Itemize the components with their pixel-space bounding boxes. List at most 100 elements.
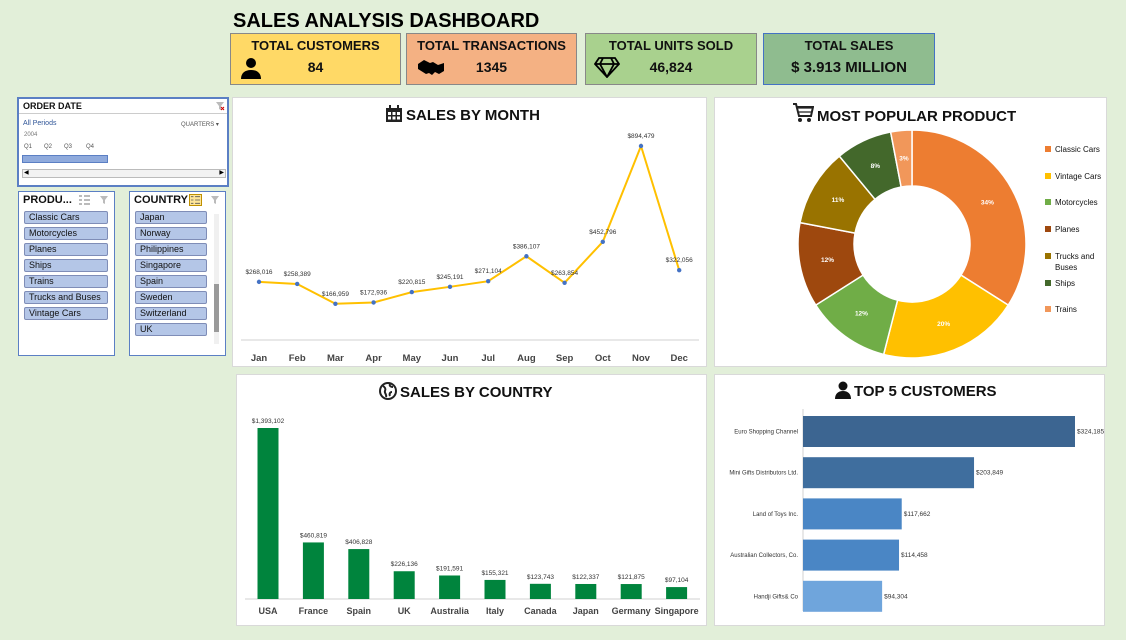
slice-label: 12% — [821, 257, 834, 264]
y-tick-label: Mini Gifts Distributors Ltd. — [729, 471, 798, 477]
slice-label: 12% — [855, 311, 868, 318]
quarter-label: Q4 — [86, 144, 95, 150]
x-tick-label: Australia — [430, 606, 470, 616]
kpi-total-transactions: TOTAL TRANSACTIONS 1345 — [406, 33, 577, 85]
slicer-item[interactable]: UK — [135, 323, 207, 336]
x-tick-label: USA — [258, 606, 278, 616]
data-label: $191,591 — [436, 565, 463, 572]
product-slicer[interactable]: PRODU... Classic Cars Motorcycles Planes… — [18, 191, 115, 356]
slicer-item[interactable]: Ships — [24, 259, 108, 272]
data-label: $121,875 — [618, 574, 645, 581]
data-label: $122,337 — [572, 574, 599, 581]
handshake-icon — [418, 60, 444, 75]
slicer-item[interactable]: Trucks and Buses — [24, 291, 108, 304]
bar — [803, 539, 900, 571]
data-label: $1,393,102 — [252, 418, 285, 425]
panel-title-wrap: TOP 5 CUSTOMERS — [835, 381, 997, 400]
shopping-cart-icon — [793, 103, 815, 122]
data-label: $263,854 — [551, 270, 578, 277]
data-label: $245,191 — [436, 274, 463, 281]
pie-slice — [882, 274, 1010, 359]
timeline-scrollbar[interactable]: ◀ ▶ — [22, 169, 226, 178]
timeline-bar[interactable] — [22, 155, 108, 163]
legend-item: Trains — [1045, 304, 1105, 315]
legend-label: Vintage Cars — [1055, 172, 1102, 181]
legend-label: Motorcycles — [1055, 198, 1098, 207]
data-label: $271,104 — [475, 268, 502, 275]
slicer-item[interactable]: Sweden — [135, 291, 207, 304]
data-label: $258,389 — [284, 271, 311, 278]
x-tick-label: Japan — [573, 606, 599, 616]
x-tick-label: Sep — [556, 353, 574, 364]
legend-swatch — [1045, 173, 1051, 179]
legend-label: Classic Cars — [1055, 145, 1100, 154]
bar — [529, 583, 551, 599]
quarter-label: Q1 — [24, 144, 33, 150]
most-popular-product-panel: MOST POPULAR PRODUCT 34% 20% 12% 12% 11% 8% 3%… — [714, 97, 1107, 367]
legend-item: Ships — [1045, 278, 1105, 289]
slicer-item[interactable]: Spain — [135, 275, 207, 288]
x-tick-label: Jun — [442, 353, 459, 364]
slice-label: 34% — [981, 200, 994, 207]
period-label[interactable]: All Periods — [23, 120, 57, 127]
slicer-item[interactable]: Norway — [135, 227, 207, 240]
page-title: SALES ANALYSIS DASHBOARD — [233, 10, 540, 32]
slicer-title: PRODU... — [23, 194, 72, 206]
scrollbar-thumb[interactable] — [214, 284, 219, 332]
kpi-value: 46,824 — [649, 59, 693, 75]
multi-select-icon[interactable] — [189, 194, 202, 206]
slicer-item[interactable]: Singapore — [135, 259, 207, 272]
slicer-item[interactable]: Trains — [24, 275, 108, 288]
slicer-item[interactable]: Planes — [24, 243, 108, 256]
scroll-left-arrow[interactable]: ◀ — [24, 170, 29, 176]
order-date-slicer[interactable]: ORDER DATE All Periods QUARTERS ▾ 2004 Q… — [17, 97, 229, 187]
time-level-dropdown[interactable]: QUARTERS ▾ — [181, 122, 219, 128]
sales-by-country-panel: SALES BY COUNTRY $1,393,102 USA $460,819 Fr… — [236, 374, 707, 626]
clear-filter-icon[interactable] — [215, 101, 225, 111]
diamond-icon — [594, 57, 620, 78]
clear-filter-icon[interactable] — [99, 195, 109, 205]
calendar-icon — [386, 105, 402, 122]
data-point — [256, 279, 262, 285]
x-tick-label: Aug — [517, 353, 536, 364]
kpi-total-customers: TOTAL CUSTOMERS 84 — [230, 33, 401, 85]
kpi-total-units-sold: TOTAL UNITS SOLD 46,824 — [585, 33, 757, 85]
legend-swatch — [1045, 226, 1051, 232]
slicer-item[interactable]: Japan — [135, 211, 207, 224]
scroll-right-arrow[interactable]: ▶ — [219, 170, 224, 176]
legend-swatch — [1045, 146, 1051, 152]
data-label: $97,104 — [665, 577, 689, 584]
clear-filter-icon[interactable] — [210, 195, 220, 205]
data-point — [524, 254, 529, 259]
data-point — [295, 281, 300, 287]
legend-label: Planes — [1055, 225, 1080, 234]
legend-label: Trucks and Buses — [1055, 252, 1095, 272]
quarter-label: Q2 — [44, 144, 53, 150]
multi-select-icon[interactable] — [79, 195, 90, 205]
legend-swatch — [1045, 253, 1051, 259]
slicer-item[interactable]: Philippines — [135, 243, 207, 256]
bar — [666, 587, 688, 599]
kpi-label: TOTAL TRANSACTIONS — [417, 38, 566, 53]
country-scrollbar[interactable] — [214, 214, 219, 344]
slicer-item[interactable]: Classic Cars — [24, 211, 108, 224]
slicer-item[interactable]: Switzerland — [135, 307, 207, 320]
bar — [484, 579, 506, 599]
x-tick-label: UK — [398, 606, 411, 616]
slicer-item[interactable]: Motorcycles — [24, 227, 108, 240]
legend-label: Trains — [1055, 305, 1077, 314]
data-label: $117,662 — [904, 511, 931, 518]
person-icon — [835, 381, 851, 399]
slice-label: 3% — [899, 155, 909, 162]
panel-title: SALES BY COUNTRY — [400, 384, 553, 401]
x-tick-label: Jul — [481, 353, 495, 364]
panel-title-wrap: SALES BY COUNTRY — [379, 382, 553, 401]
panel-title-wrap: MOST POPULAR PRODUCT — [792, 102, 1016, 125]
data-label: $172,936 — [360, 289, 387, 296]
slicer-item[interactable]: Vintage Cars — [24, 307, 108, 320]
kpi-value: 1345 — [475, 59, 508, 75]
country-slicer[interactable]: COUNTRY Japan Norway Philippines Singapo… — [129, 191, 226, 356]
data-label: $386,107 — [513, 243, 540, 250]
x-tick-label: Singapore — [655, 606, 699, 616]
legend-swatch — [1045, 199, 1051, 205]
